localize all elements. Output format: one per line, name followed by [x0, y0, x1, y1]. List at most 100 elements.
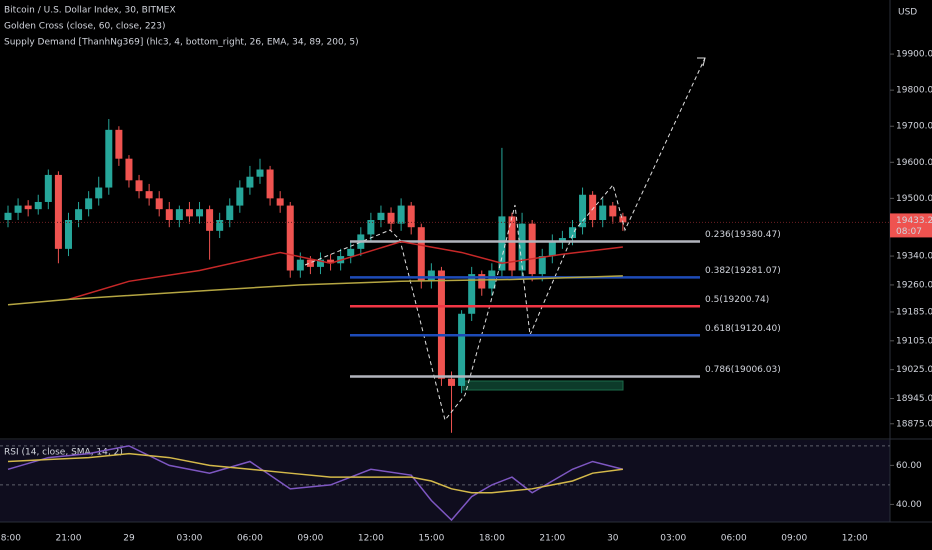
y-tick-label: 19500.00	[896, 194, 932, 204]
candle-body	[24, 205, 32, 210]
candle-body	[296, 259, 304, 271]
y-tick-label: 19800.00	[896, 86, 932, 96]
candle-body	[105, 129, 113, 188]
candle-body	[185, 209, 193, 217]
rsi-line	[7, 445, 624, 522]
y-tick-label: 19260.00	[896, 280, 932, 290]
y-tick-label: 19340.00	[896, 252, 932, 262]
candle-body	[508, 216, 516, 271]
y-tick-label: 18875.00	[896, 419, 932, 429]
overlay-line	[7, 275, 623, 306]
candle-body	[377, 212, 385, 220]
chart-title: Bitcoin / U.S. Dollar Index, 30, BITMEX	[4, 6, 176, 16]
x-tick-label: 09:00	[781, 534, 807, 544]
candle-body	[568, 227, 576, 239]
x-tick-label: 03:00	[660, 534, 686, 544]
candle-body	[4, 212, 12, 220]
y-tick-label: 19105.00	[896, 336, 932, 346]
y-tick-label: 19025.00	[896, 365, 932, 375]
candle-body	[498, 216, 506, 271]
candle-body	[54, 174, 62, 249]
x-tick-label: 21:00	[539, 534, 565, 544]
candle-body	[619, 216, 627, 223]
x-tick-label: 29	[123, 534, 135, 544]
candle-body	[437, 270, 445, 379]
candle-body	[468, 274, 476, 314]
candle-body	[155, 198, 163, 210]
y-tick-label: 19700.00	[896, 122, 932, 132]
candle-body	[558, 238, 566, 242]
fib-label: 0.5(19200.74)	[705, 295, 769, 305]
x-tick-label: 30	[607, 534, 619, 544]
candle-body	[518, 223, 526, 271]
rsi-line	[7, 452, 623, 494]
candle-body	[115, 129, 123, 159]
candle-body	[266, 169, 274, 199]
candle-body	[306, 259, 314, 267]
candle-body	[367, 220, 375, 235]
fib-label: 0.236(19380.47)	[705, 230, 781, 240]
candle-body	[246, 176, 254, 188]
y-tick-label: 19185.00	[896, 307, 932, 317]
candle-body	[589, 194, 597, 220]
candle-body	[548, 241, 556, 257]
candle-body	[458, 313, 466, 386]
candle-body	[448, 378, 456, 386]
indicator-label: Golden Cross (close, 60, close, 223)	[4, 22, 166, 32]
candle-body	[347, 248, 355, 257]
rsi-y-tick-label: 40.00	[896, 500, 922, 510]
x-tick-label: 09:00	[297, 534, 323, 544]
candle-body	[286, 205, 294, 271]
x-tick-label: 12:00	[358, 534, 384, 544]
candle-body	[165, 209, 173, 220]
candle-body	[599, 205, 607, 220]
x-tick-label: 03:00	[176, 534, 202, 544]
candle-body	[196, 209, 204, 217]
candle-body	[316, 259, 324, 267]
candle-body	[427, 270, 435, 282]
candle-body	[478, 274, 486, 289]
candle-body	[216, 220, 224, 231]
fib-label: 0.618(19120.40)	[705, 324, 781, 334]
candle-body	[14, 205, 22, 213]
overlay-line	[68, 240, 623, 301]
candle-body	[175, 209, 183, 220]
candle-body	[135, 180, 143, 192]
candle-body	[609, 205, 617, 217]
candle-body	[417, 227, 425, 282]
rsi-y-tick-label: 60.00	[896, 461, 922, 471]
x-tick-label: 21:00	[56, 534, 82, 544]
candle-body	[538, 256, 546, 275]
x-tick-label: 18:00	[479, 534, 505, 544]
countdown-label: 08:07	[896, 227, 922, 237]
candle-body	[85, 198, 93, 210]
y-tick-label: 19600.00	[896, 158, 932, 168]
last-price-badge	[890, 213, 932, 238]
currency-label: USD	[898, 8, 917, 18]
candle-body	[75, 209, 83, 220]
candle-body	[407, 205, 415, 228]
x-tick-label: 06:00	[237, 534, 263, 544]
indicator-label: Supply Demand [ThanhNg369] (hlc3, 4, bot…	[4, 38, 359, 48]
y-tick-label: 19900.00	[896, 50, 932, 60]
candle-body	[256, 169, 264, 177]
candle-body	[64, 220, 72, 249]
x-tick-label: 18:00	[0, 534, 21, 544]
y-tick-label: 18945.00	[896, 394, 932, 404]
candle-body	[236, 187, 244, 206]
x-tick-label: 06:00	[721, 534, 747, 544]
rsi-title: RSI (14, close, SMA, 14, 2)	[4, 448, 123, 458]
candle-body	[397, 205, 405, 224]
rsi-pane	[0, 440, 890, 522]
candle-body	[226, 205, 234, 220]
demand-zone	[462, 380, 624, 391]
fib-label: 0.786(19006.03)	[705, 365, 781, 375]
projection-arrow	[697, 57, 706, 67]
candle-body	[387, 212, 395, 224]
candles	[4, 119, 627, 433]
candle-body	[206, 209, 214, 231]
x-tick-label: 15:00	[418, 534, 444, 544]
candle-body	[327, 259, 335, 264]
candle-body	[95, 187, 103, 199]
